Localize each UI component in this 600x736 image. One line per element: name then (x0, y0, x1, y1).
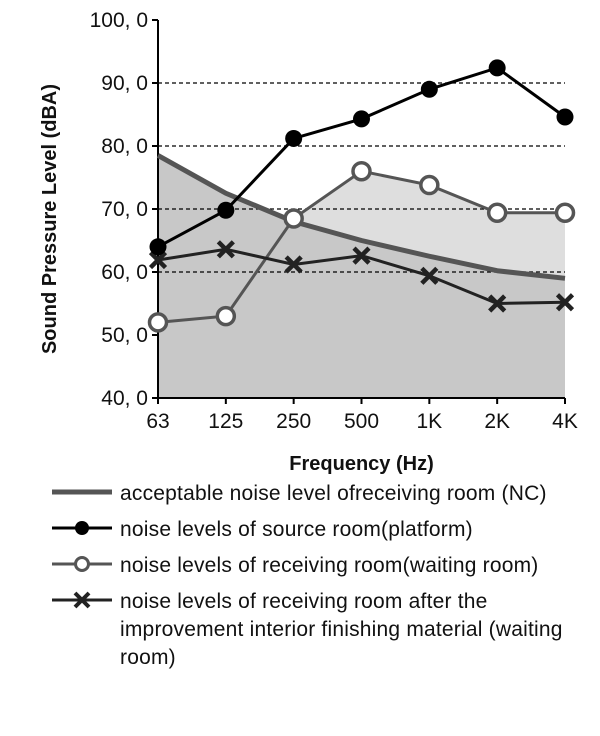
source-point (353, 110, 370, 128)
legend-swatch-source (52, 521, 112, 535)
source-point (556, 108, 574, 126)
legend-swatch-nc (52, 489, 112, 495)
y-tick-label: 40, 0 (101, 387, 148, 410)
improved-point (488, 294, 507, 313)
legend-label-source: noise levels of source room(platform) (120, 518, 473, 541)
receiving-point (486, 202, 508, 224)
source-point (488, 59, 506, 77)
legend-item-source: noise levels of source room(platform) (50, 516, 590, 544)
receiving-point (283, 208, 304, 229)
x-tick-label: 4K (552, 410, 578, 433)
y-tick-label: 90, 0 (101, 72, 148, 95)
y-tick-label: 80, 0 (101, 135, 148, 158)
x-tick-label: 500 (344, 410, 379, 433)
y-axis-title: Sound Pressure Level (dBA) (39, 84, 61, 354)
source-point (217, 201, 235, 219)
source-point (285, 129, 303, 147)
x-tick-label: 63 (146, 410, 169, 433)
x-tick-label: 2K (484, 410, 510, 433)
source-point (420, 80, 438, 98)
legend-label-nc: acceptable noise level ofreceiving room … (120, 482, 547, 505)
improved-point (352, 246, 371, 265)
legend-label-receiving: noise levels of receiving room(waiting r… (120, 554, 539, 577)
receiving-point (351, 160, 372, 182)
legend-item-nc: acceptable noise level ofreceiving room … (50, 480, 590, 508)
legend-swatch-improved (52, 591, 112, 609)
receiving-point (554, 202, 576, 224)
chart: 100, 0 90, 0 80, 0 70, 0 60, 0 50, 0 40, 063 12… (39, 9, 578, 475)
y-tick-label: 70, 0 (101, 198, 148, 221)
receiving-point (147, 312, 169, 333)
x-tick-label: 250 (276, 410, 311, 433)
improved-point (216, 240, 235, 259)
legend: acceptable noise level ofreceiving room … (50, 480, 590, 680)
receiving-point (419, 174, 440, 196)
y-tick-label: 50, 0 (101, 324, 148, 347)
y-tick-label: 60, 0 (101, 261, 148, 284)
improved-point (420, 266, 439, 285)
improved-point (555, 293, 575, 312)
receiving-point (215, 305, 237, 327)
y-tick-label: 100, 0 (90, 9, 148, 32)
improved-point (284, 255, 303, 274)
x-axis-title: Frequency (Hz) (289, 453, 433, 475)
legend-label-improved: noise levels of receiving room after the… (120, 590, 563, 669)
legend-swatch-receiving (52, 556, 112, 572)
nc-line (156, 153, 566, 281)
legend-item-improved: noise levels of receiving room after the… (50, 588, 590, 672)
x-tick-label: 1K (416, 410, 442, 433)
source-point (149, 238, 167, 256)
nc-area-overlay (158, 155, 565, 398)
improved-point (148, 250, 168, 270)
legend-item-receiving: noise levels of receiving room(waiting r… (50, 552, 590, 580)
x-tick-label: 125 (208, 410, 243, 433)
